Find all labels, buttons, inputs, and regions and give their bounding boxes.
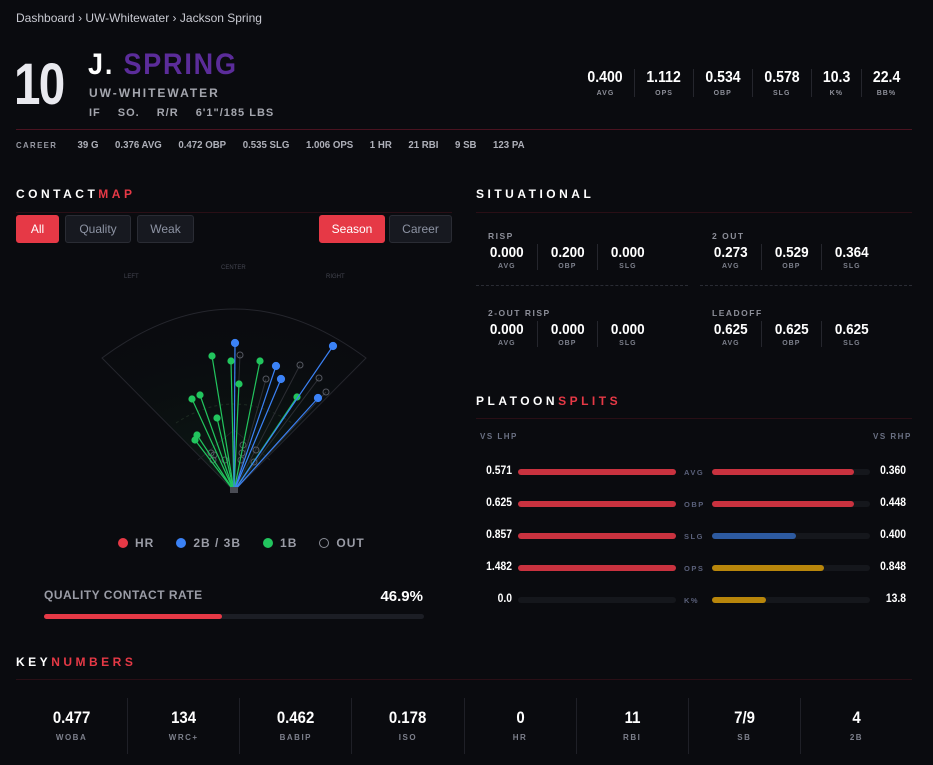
breadcrumb-player: Jackson Spring bbox=[179, 11, 262, 25]
key-number: 4 2B bbox=[799, 698, 912, 754]
header-stat: 0.578 SLG bbox=[751, 69, 811, 97]
platoon-rhp-header: VS RHP bbox=[873, 432, 912, 441]
player-bio: IF SO. R/R 6'1"/185 LBS bbox=[89, 107, 274, 119]
single-dot-icon bbox=[263, 538, 274, 548]
header-stat: 0.534 OBP bbox=[692, 69, 752, 97]
platoon-row-slg: 0.857 SLG 0.400 bbox=[486, 529, 906, 541]
platoon-row-avg: 0.571 AVG 0.360 bbox=[486, 465, 906, 477]
hr-dot-icon bbox=[118, 538, 128, 548]
legend-single: 1B bbox=[263, 536, 297, 550]
section-divider bbox=[476, 212, 912, 213]
key-number: 11 RBI bbox=[575, 698, 688, 754]
filter-quality-button[interactable]: Quality bbox=[65, 215, 131, 243]
key-number: 0.462 BABIP bbox=[239, 698, 351, 754]
filter-weak-button[interactable]: Weak bbox=[137, 215, 194, 243]
key-number: 0 HR bbox=[463, 698, 576, 754]
platoon-lhp-header: VS LHP bbox=[480, 432, 518, 441]
player-school: UW-WHITEWATER bbox=[89, 86, 220, 100]
jersey-number: 10 bbox=[14, 52, 65, 117]
legend-xbh: 2B / 3B bbox=[176, 536, 241, 550]
player-bats-throws: R/R bbox=[156, 107, 179, 119]
header-stat: 10.3 K% bbox=[810, 69, 861, 97]
section-divider bbox=[16, 212, 452, 213]
situational-leadoff: LEADOFF 0.625 AVG 0.625 OBP 0.625 SLG bbox=[712, 308, 882, 347]
situational-risp: RISP 0.000 AVG 0.200 OBP 0.000 SLG bbox=[488, 231, 658, 270]
section-divider bbox=[476, 418, 912, 419]
legend-hr: HR bbox=[118, 536, 154, 550]
quality-contact-value: 46.9% bbox=[380, 588, 423, 605]
platoon-row-obp: 0.625 OBP 0.448 bbox=[486, 497, 906, 509]
spray-legend: HR 2B / 3B 1B OUT bbox=[118, 536, 365, 550]
spray-chart bbox=[101, 308, 367, 493]
header-stat: 22.4 BB% bbox=[860, 69, 911, 97]
key-number: 0.477 WOBA bbox=[52, 708, 91, 742]
section-divider bbox=[16, 679, 912, 680]
player-class: SO. bbox=[117, 107, 140, 119]
platoon-title: PLATOONSPLITS bbox=[476, 394, 622, 408]
platoon-row-k-pct: 0.0 K% 13.8 bbox=[497, 593, 906, 605]
period-season-button[interactable]: Season bbox=[319, 215, 385, 243]
breadcrumb: Dashboard › UW-Whitewater › Jackson Spri… bbox=[16, 11, 262, 25]
key-number: 7/9 SB bbox=[687, 698, 800, 754]
field-label-center: CENTER bbox=[221, 265, 246, 271]
player-name: J. SPRING bbox=[88, 48, 238, 81]
key-numbers-title: KEYNUMBERS bbox=[16, 655, 137, 669]
field-label-right: RIGHT bbox=[326, 274, 345, 280]
key-number: 134 WRC+ bbox=[127, 698, 239, 754]
player-position: IF bbox=[89, 107, 101, 119]
header-stat: 1.112 OPS bbox=[634, 69, 692, 97]
header-stats: 0.400 AVG 1.112 OPS 0.534 OBP 0.578 SLG 10.3… bbox=[576, 69, 911, 97]
quality-contact-label: QUALITY CONTACT RATE bbox=[44, 588, 203, 602]
key-number: 0.178 ISO bbox=[351, 698, 463, 754]
situational-two-out: 2 OUT 0.273 AVG 0.529 OBP 0.364 SLG bbox=[712, 231, 882, 270]
contact-map-title: CONTACTMAP bbox=[16, 187, 136, 201]
period-career-button[interactable]: Career bbox=[389, 215, 452, 243]
header-divider bbox=[16, 129, 912, 130]
field-label-left: LEFT bbox=[124, 274, 139, 280]
xbh-dot-icon bbox=[176, 538, 187, 548]
platoon-row-ops: 1.482 OPS 0.848 bbox=[486, 561, 906, 573]
career-line: CAREER 39 G 0.376 AVG 0.472 OBP 0.535 SL… bbox=[16, 139, 525, 151]
situational-two-out-risp: 2-OUT RISP 0.000 AVG 0.000 OBP 0.000 SLG bbox=[488, 308, 658, 347]
situational-title: SITUATIONAL bbox=[476, 187, 595, 201]
header-stat: 0.400 AVG bbox=[587, 69, 624, 97]
breadcrumb-dashboard[interactable]: Dashboard bbox=[16, 11, 75, 25]
breadcrumb-team[interactable]: UW-Whitewater bbox=[85, 11, 170, 25]
legend-out: OUT bbox=[319, 536, 364, 550]
filter-all-button[interactable]: All bbox=[16, 215, 59, 243]
quality-contact-bar bbox=[44, 614, 424, 619]
player-height-weight: 6'1"/185 LBS bbox=[195, 107, 275, 119]
out-circle-icon bbox=[319, 538, 330, 548]
